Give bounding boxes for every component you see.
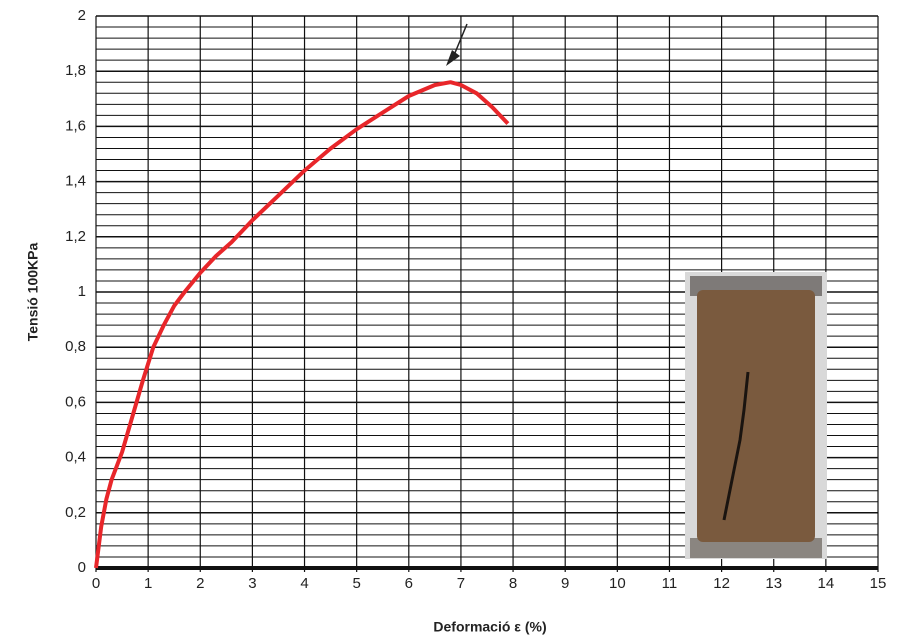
y-tick-label: 0,8 [65,338,86,355]
x-axis-title: Deformació ε (%) [433,619,546,635]
y-axis-title: Tensió 100KPa [25,243,41,342]
peak-arrow [446,23,468,66]
y-tick-label: 0,2 [65,504,86,521]
x-tick-label: 11 [662,575,678,592]
x-tick-label: 1 [144,575,152,592]
x-tick-label: 8 [509,575,517,592]
x-tick-label: 12 [713,575,730,592]
y-tick-label: 0,4 [65,449,86,466]
x-tick-label: 0 [92,575,100,592]
x-tick-label: 6 [405,575,413,592]
y-tick-label: 1,4 [65,173,86,190]
x-tick-label: 5 [352,575,360,592]
x-tick-label: 14 [818,575,835,592]
specimen-photo [685,272,827,559]
x-tick-label: 4 [300,575,308,592]
x-tick-label: 2 [196,575,204,592]
y-tick-label: 2 [78,7,86,24]
y-tick-label: 1,2 [65,228,86,245]
y-tick-label: 0,6 [65,393,86,410]
photo-crack [722,371,750,521]
x-tick-label: 3 [248,575,256,592]
arrow-head [446,50,460,66]
photo-specimen [697,290,815,542]
x-tick-label: 10 [609,575,626,592]
y-tick-label: 1 [78,283,86,300]
photo-platen-bottom [690,538,822,558]
y-tick-label: 1,6 [65,117,86,134]
y-tick-label: 1,8 [65,62,86,79]
x-tick-label: 9 [561,575,569,592]
grid [95,15,879,572]
y-tick-label: 0 [78,559,86,576]
x-tick-label: 13 [765,575,782,592]
x-tick-label: 7 [457,575,465,592]
x-tick-label: 15 [870,575,887,592]
data-line [94,80,510,569]
